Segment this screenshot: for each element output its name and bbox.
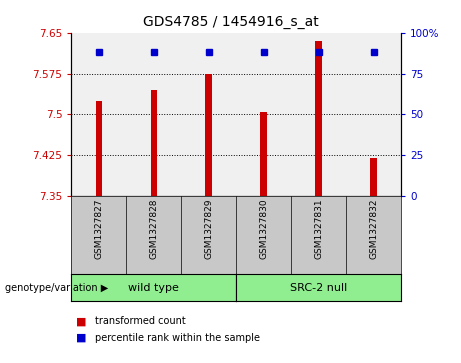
Bar [151, 90, 157, 196]
Text: ■: ■ [76, 333, 87, 343]
Text: GSM1327827: GSM1327827 [95, 198, 103, 259]
Bar [370, 158, 377, 196]
Text: GSM1327831: GSM1327831 [314, 198, 323, 259]
Text: GSM1327828: GSM1327828 [149, 198, 159, 259]
Text: GSM1327829: GSM1327829 [204, 198, 213, 259]
Text: GSM1327832: GSM1327832 [369, 198, 378, 259]
Text: GSM1327830: GSM1327830 [259, 198, 268, 259]
Text: GDS4785 / 1454916_s_at: GDS4785 / 1454916_s_at [142, 15, 319, 29]
Bar [206, 73, 212, 196]
Bar [95, 101, 102, 196]
Bar [315, 41, 322, 196]
Text: transformed count: transformed count [95, 316, 185, 326]
Text: SRC-2 null: SRC-2 null [290, 283, 347, 293]
Text: genotype/variation ▶: genotype/variation ▶ [5, 283, 108, 293]
Text: ■: ■ [76, 316, 87, 326]
Bar [260, 111, 267, 196]
Text: percentile rank within the sample: percentile rank within the sample [95, 333, 260, 343]
Text: wild type: wild type [129, 283, 179, 293]
